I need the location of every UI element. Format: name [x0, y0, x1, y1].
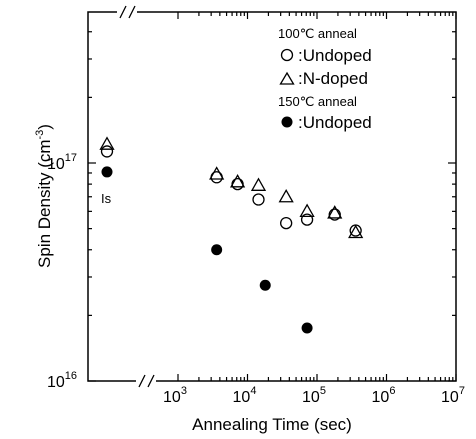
top-axis-break-gap	[117, 8, 137, 16]
x-axis-break-gap	[136, 377, 156, 385]
initial-point-series-2	[101, 166, 113, 178]
legend-group2-header: 150℃ anneal	[278, 94, 357, 109]
x-axis-break-mark	[138, 374, 155, 388]
x-tick-label: 106	[372, 385, 396, 406]
legend-marker-open-triangle	[279, 71, 295, 85]
plot-frame	[87, 11, 457, 382]
y-axis-title-close: )	[35, 124, 54, 130]
data-point-series-1	[250, 177, 267, 191]
x-tick-label: 107	[441, 385, 465, 406]
y-tick-label: 1017	[47, 152, 77, 173]
tick-labels: 103 104 105 106 107 1016 1017	[47, 152, 465, 406]
data-point-series-2	[301, 322, 313, 334]
x-tick-label: 103	[163, 385, 187, 406]
x-tick-label: 104	[233, 385, 257, 406]
legend-marker-filled-circle	[281, 116, 293, 128]
y-axis-title: Spin Density (cm-3)	[34, 124, 54, 268]
data-point-series-2	[259, 279, 271, 291]
data-point-series-1	[348, 224, 364, 239]
data-point-series-0	[280, 216, 293, 230]
data-point-series-0	[300, 213, 314, 226]
data-point-series-0	[252, 193, 265, 206]
x-axis-title: Annealing Time (sec)	[192, 415, 352, 434]
data-point-series-0	[231, 177, 244, 191]
axis-ticks	[88, 12, 457, 382]
data-point-series-1	[299, 203, 315, 218]
data-point-series-1	[209, 166, 225, 180]
top-axis-break-mark	[119, 5, 136, 19]
y-tick-label: 1016	[47, 370, 77, 391]
data-point-series-1	[278, 188, 294, 203]
legend-label-undoped-100: :Undoped	[298, 46, 372, 65]
initial-state-label: Is	[101, 191, 112, 206]
x-tick-label: 105	[302, 385, 326, 406]
data-point-series-1	[229, 173, 246, 188]
legend-label-undoped-150: :Undoped	[298, 113, 372, 132]
y-axis-title-main: Spin Density (cm	[35, 139, 54, 267]
initial-point-series-1	[99, 136, 115, 150]
legend: 100℃ anneal :Undoped :N-doped 150℃ annea…	[278, 26, 372, 132]
legend-group1-header: 100℃ anneal	[278, 26, 357, 41]
data-points	[99, 136, 364, 334]
data-point-series-1	[327, 205, 343, 219]
initial-point-series-0	[100, 145, 114, 158]
data-point-series-0	[328, 208, 341, 221]
legend-label-n-doped-100: :N-doped	[298, 69, 368, 88]
y-axis-title-exp: -3	[34, 130, 46, 140]
legend-marker-open-circle	[280, 48, 294, 62]
data-point-series-2	[211, 244, 223, 256]
